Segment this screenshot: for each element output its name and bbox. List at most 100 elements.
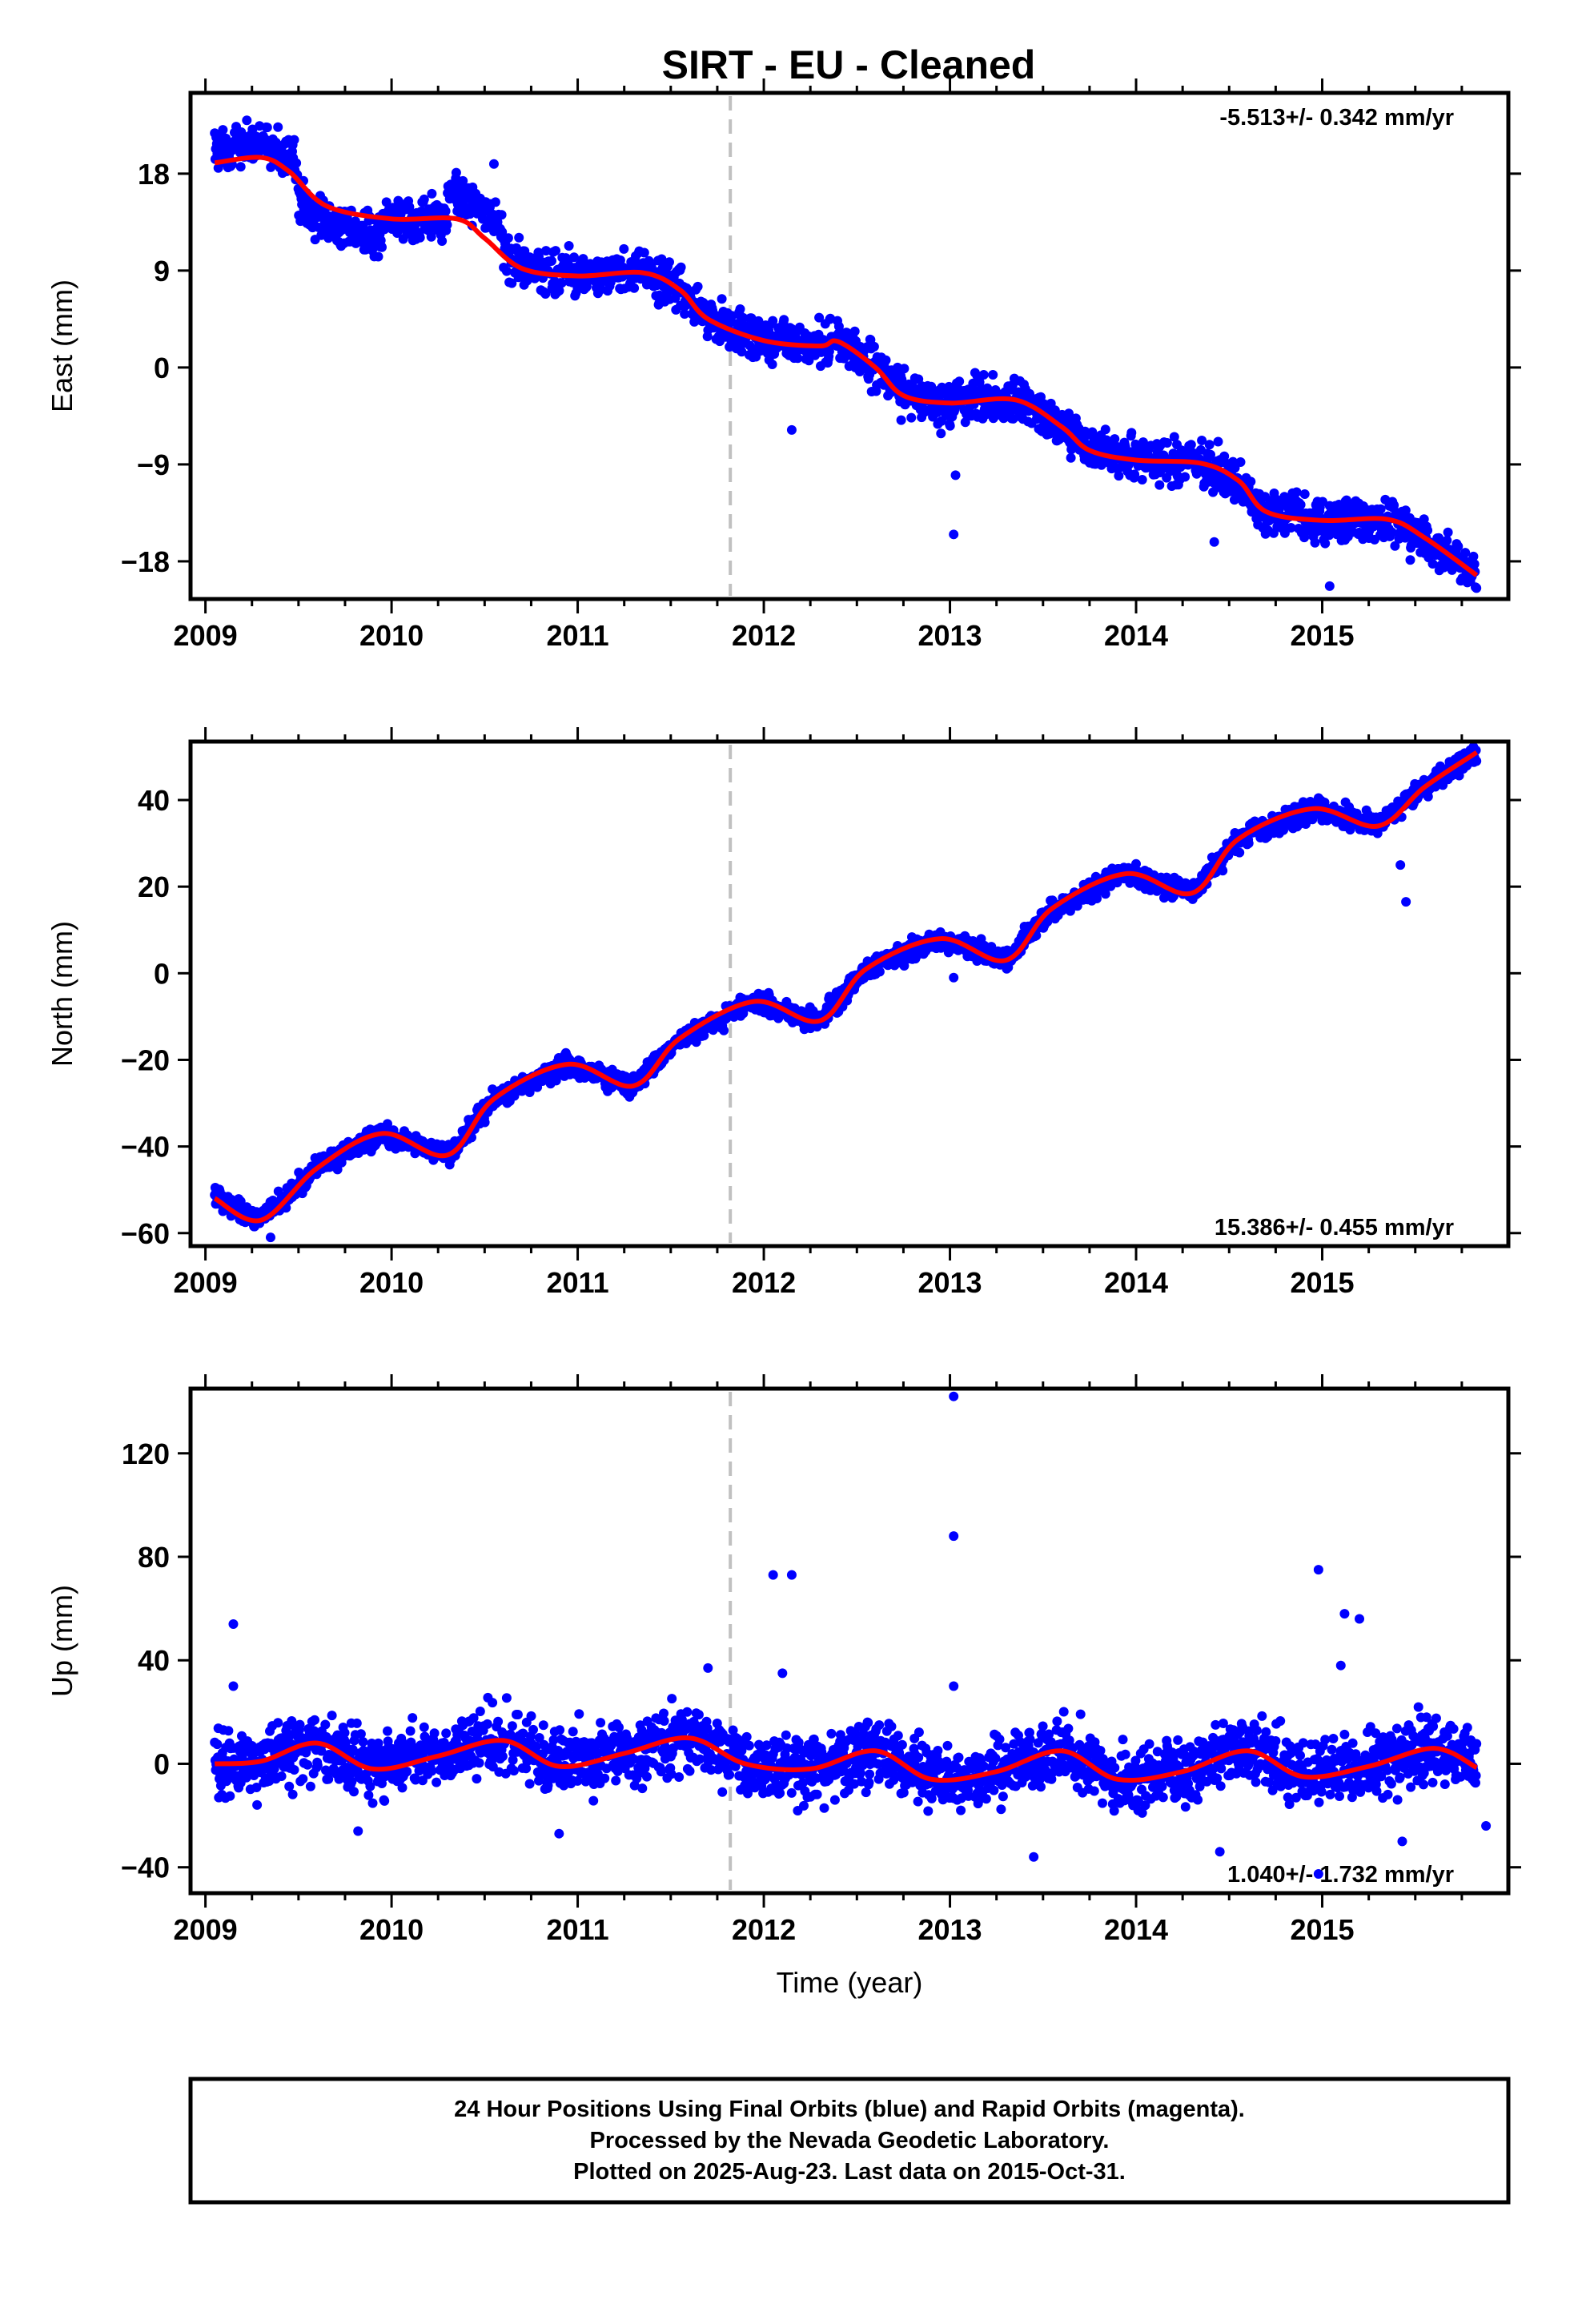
outlier-point: [950, 470, 961, 480]
data-point: [1375, 504, 1386, 514]
data-point: [1114, 471, 1124, 481]
data-point: [251, 1783, 262, 1792]
outlier-point: [1324, 581, 1335, 591]
data-point: [665, 257, 674, 267]
data-point: [1206, 449, 1215, 460]
daily-positions-east: [210, 115, 1482, 593]
data-point: [1131, 858, 1141, 869]
data-point: [1320, 538, 1331, 549]
data-point: [737, 347, 747, 357]
data-point: [218, 125, 228, 135]
data-point: [1286, 523, 1296, 533]
y-axis-label-north: North (mm): [46, 921, 78, 1067]
data-point: [1137, 475, 1147, 485]
data-point: [1295, 500, 1306, 510]
data-point: [680, 309, 690, 319]
data-point: [419, 194, 429, 204]
data-point: [1389, 500, 1399, 510]
data-point: [849, 326, 860, 336]
data-point: [223, 1726, 234, 1736]
data-point: [554, 286, 564, 296]
data-point: [727, 311, 737, 321]
data-point: [982, 383, 993, 393]
data-point: [1235, 457, 1246, 467]
outlier-point: [1401, 897, 1411, 907]
data-point: [1419, 514, 1429, 525]
fit-curve-east: [214, 155, 1479, 577]
data-point: [404, 202, 415, 212]
data-point: [1162, 438, 1172, 448]
data-point: [906, 412, 917, 423]
data-point: [719, 1025, 729, 1035]
data-point: [556, 278, 567, 288]
data-point: [1434, 533, 1444, 543]
data-point: [373, 251, 383, 262]
x-tick-label: 2009: [174, 1266, 238, 1299]
data-point: [1066, 452, 1076, 463]
data-point: [440, 206, 451, 216]
data-point: [1243, 838, 1254, 848]
data-point: [212, 1739, 223, 1750]
data-point: [738, 312, 749, 323]
plot-frame-north: [188, 739, 1511, 1248]
y-tick-label: 0: [154, 957, 170, 990]
data-point: [899, 364, 909, 374]
data-point: [1472, 583, 1482, 593]
data-point: [242, 115, 252, 126]
x-tick-label: 2010: [359, 1266, 424, 1299]
data-point: [1100, 424, 1110, 435]
x-tick-label: 2011: [547, 1266, 609, 1299]
data-point: [262, 123, 272, 133]
data-point: [541, 246, 551, 256]
data-point: [936, 428, 946, 439]
x-tick-label: 2014: [1104, 1266, 1168, 1299]
rate-label-east: -5.513+/- 0.342 mm/yr: [1219, 105, 1454, 131]
data-point: [676, 262, 686, 272]
data-point: [503, 233, 513, 243]
data-point: [1469, 559, 1480, 569]
data-point: [381, 197, 391, 207]
data-point: [273, 122, 283, 132]
data-point: [1390, 541, 1400, 551]
data-point: [793, 353, 803, 364]
data-point: [869, 341, 879, 352]
x-tick-label: 2013: [917, 1266, 982, 1299]
data-point: [1460, 548, 1471, 558]
data-point: [490, 197, 500, 207]
x-tick-label: 2014: [1104, 619, 1168, 652]
x-tick-label: 2012: [732, 619, 796, 652]
x-tick-label: 2009: [174, 619, 238, 652]
data-point: [547, 255, 556, 266]
data-point: [332, 1164, 343, 1175]
data-point: [1204, 440, 1215, 450]
outlier-point: [1209, 537, 1219, 547]
data-point: [437, 236, 448, 246]
data-point: [629, 283, 640, 293]
y-tick-label: −9: [137, 448, 170, 481]
data-point: [578, 254, 588, 264]
outlier-point: [786, 424, 797, 435]
data-point: [451, 167, 461, 178]
y-tick-label: −40: [121, 1131, 170, 1164]
data-point: [945, 420, 955, 431]
data-point: [1100, 889, 1110, 899]
data-point: [1299, 489, 1310, 499]
data-point: [442, 219, 452, 230]
y-tick-label: −60: [121, 1217, 170, 1250]
outlier-point: [949, 529, 959, 540]
y-tick-label: −20: [121, 1043, 170, 1076]
y-tick-label: 9: [154, 255, 170, 287]
x-tick-label: 2013: [917, 619, 982, 652]
data-point: [427, 188, 437, 199]
data-point: [639, 247, 649, 258]
data-point: [954, 376, 965, 387]
data-point: [1310, 537, 1320, 548]
fit-curve-north: [213, 750, 1479, 1224]
data-point: [514, 232, 524, 243]
data-point: [1180, 472, 1191, 482]
data-point: [269, 1763, 279, 1774]
data-point: [496, 210, 507, 220]
outlier-point: [265, 1232, 275, 1243]
